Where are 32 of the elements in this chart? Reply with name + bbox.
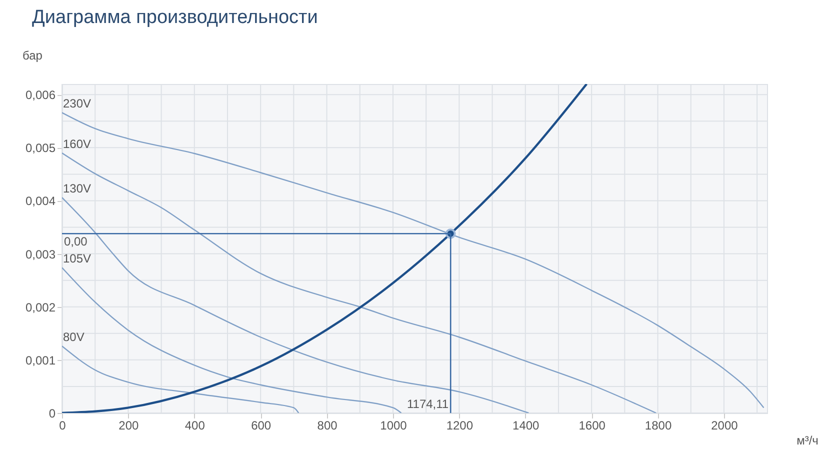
x-tick-label: 1600 bbox=[578, 418, 606, 432]
x-tick-label: 800 bbox=[317, 418, 338, 432]
x-tick-label: 400 bbox=[184, 418, 206, 432]
x-tick-label: 1200 bbox=[446, 418, 474, 432]
x-axis-title: м³/ч bbox=[796, 434, 818, 448]
y-tick-label: 0 bbox=[48, 406, 56, 420]
x-tick-label: 0 bbox=[59, 418, 66, 432]
y-tick-label: 0,005 bbox=[25, 141, 56, 156]
series-label: 80V bbox=[63, 330, 84, 344]
y-tick-label: 0,001 bbox=[25, 353, 56, 368]
series-label: 105V bbox=[63, 252, 92, 266]
y-tick-label: 0,006 bbox=[25, 88, 56, 102]
ref-line-label: 1174,11 bbox=[407, 397, 449, 411]
y-tick-label: 0,004 bbox=[25, 194, 56, 208]
y-tick-label: 0,003 bbox=[25, 247, 56, 262]
series-label: 130V bbox=[63, 182, 92, 196]
series-label: 160V bbox=[63, 136, 92, 151]
line-series bbox=[62, 196, 530, 413]
x-tick-label: 600 bbox=[251, 418, 272, 432]
ref-line-label: 0,00 bbox=[64, 234, 88, 249]
y-tick-label: 0,002 bbox=[25, 300, 56, 314]
line-series bbox=[62, 346, 300, 413]
y-axis-title: бар bbox=[22, 48, 43, 62]
series-label: 230V bbox=[63, 96, 92, 111]
x-tick-label: 1800 bbox=[644, 418, 672, 432]
line-series bbox=[62, 152, 657, 413]
chart-title: Диаграмма производительности bbox=[32, 7, 318, 28]
x-tick-label: 200 bbox=[118, 418, 140, 432]
x-tick-label: 1000 bbox=[380, 418, 408, 432]
x-tick-label: 1400 bbox=[512, 418, 540, 432]
x-tick-label: 2000 bbox=[711, 418, 738, 432]
line-series bbox=[62, 267, 402, 413]
